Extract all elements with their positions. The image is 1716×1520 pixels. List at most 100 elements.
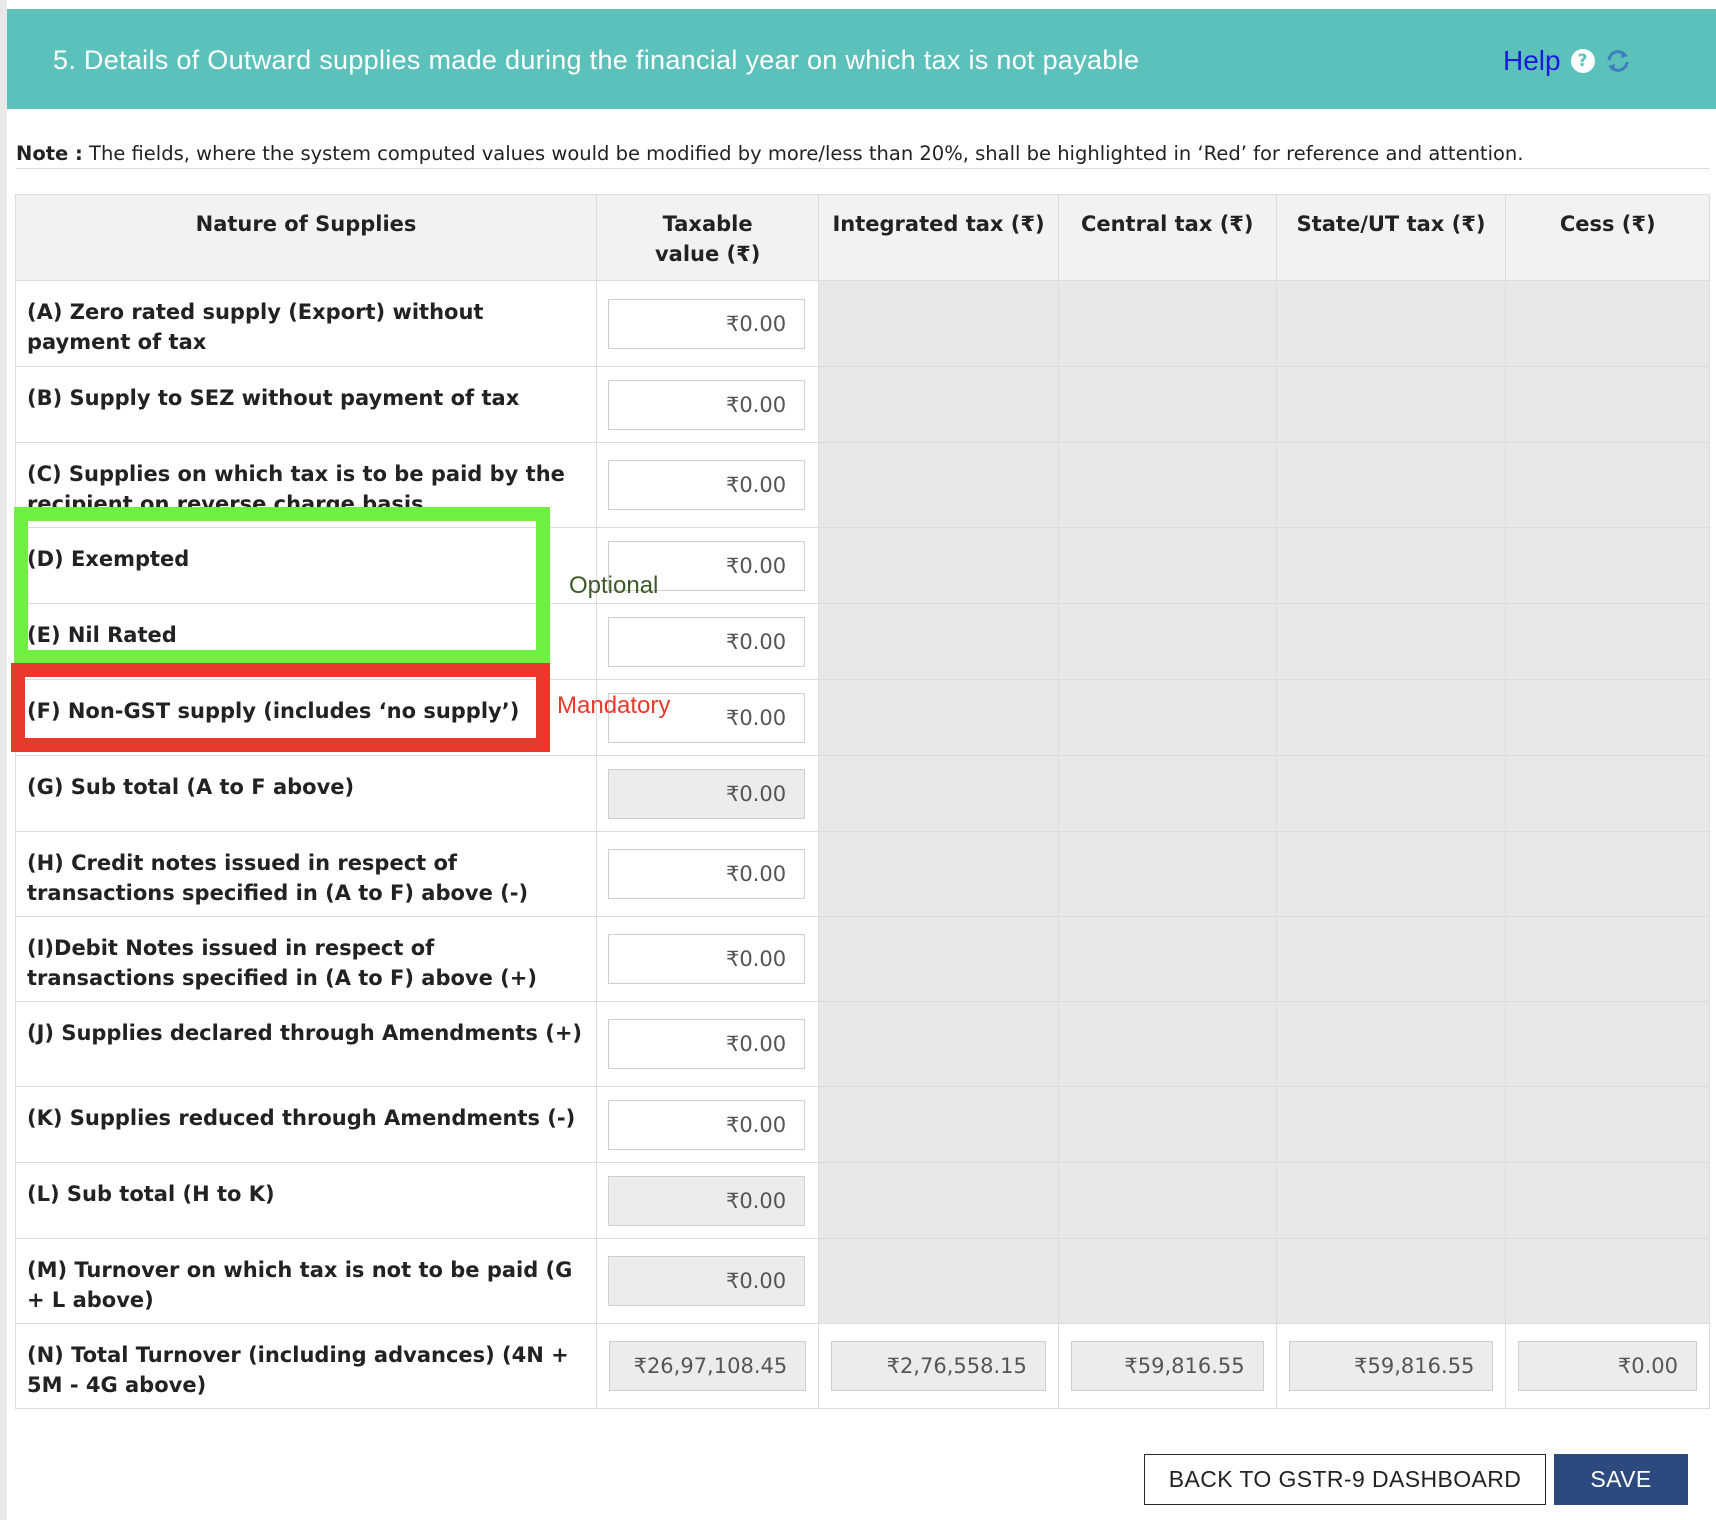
disabled-cell [818, 1162, 1059, 1239]
table-row: (K) Supplies reduced through Amendments … [14, 1086, 1710, 1163]
disabled-cell [1505, 527, 1710, 604]
disabled-cell [818, 916, 1059, 1002]
disabled-cell [1057, 1086, 1277, 1163]
table-row: (L) Sub total (H to K) ₹0.00 [14, 1162, 1710, 1239]
supplies-table: Nature of Supplies Taxable value (₹) Int… [14, 194, 1710, 1409]
disabled-cell [1505, 916, 1710, 1002]
disabled-cell [1505, 442, 1710, 528]
row-label: (E) Nil Rated [14, 603, 598, 680]
row-label: (K) Supplies reduced through Amendments … [14, 1086, 598, 1163]
note-text: The fields, where the system computed va… [82, 142, 1524, 165]
table-row: (A) Zero rated supply (Export) without p… [14, 280, 1710, 367]
section-header: 5. Details of Outward supplies made duri… [7, 9, 1716, 109]
disabled-cell [818, 280, 1059, 367]
subtotal-readonly-field: ₹0.00 [608, 768, 806, 819]
value-cell: ₹0.00 [596, 1162, 820, 1239]
disabled-cell [818, 1238, 1059, 1324]
table-row: (D) Exempted ₹0.00 [14, 527, 1710, 604]
disabled-cell [1275, 280, 1507, 367]
disabled-cell [1275, 603, 1507, 680]
value-cell: ₹0.00 [596, 679, 820, 756]
taxable-value-input[interactable]: ₹0.00 [608, 692, 806, 743]
disabled-cell [1275, 831, 1507, 917]
disabled-cell [1275, 755, 1507, 832]
question-circle-icon[interactable]: ? [1570, 49, 1595, 73]
table-row: (I)Debit Notes issued in respect of tran… [14, 916, 1710, 1002]
row-label: (N) Total Turnover (including advances) … [14, 1323, 598, 1409]
total-cess: ₹0.00 [1518, 1341, 1697, 1391]
total-state-tax: ₹59,816.55 [1288, 1341, 1494, 1391]
taxable-value-input[interactable]: ₹0.00 [608, 298, 806, 349]
disabled-cell [818, 1086, 1059, 1163]
disabled-cell [1057, 527, 1277, 604]
total-state-cell: ₹59,816.55 [1275, 1323, 1507, 1409]
value-cell: ₹0.00 [596, 1238, 820, 1324]
disabled-cell [1275, 1086, 1507, 1163]
disabled-cell [818, 366, 1059, 443]
disabled-cell [1505, 1238, 1710, 1324]
disabled-cell [1505, 1086, 1710, 1163]
help-link[interactable]: Help [1503, 45, 1561, 76]
row-label: (G) Sub total (A to F above) [14, 755, 598, 832]
col-header-nature: Nature of Supplies [14, 194, 598, 281]
row-label: (L) Sub total (H to K) [14, 1162, 598, 1239]
taxable-value-input[interactable]: ₹0.00 [608, 379, 806, 430]
taxable-value-input[interactable]: ₹0.00 [608, 1099, 806, 1150]
disabled-cell [818, 1001, 1059, 1087]
value-cell: ₹0.00 [596, 755, 820, 832]
table-row: (B) Supply to SEZ without payment of tax… [14, 366, 1710, 443]
disabled-cell [818, 527, 1059, 604]
mandatory-annotation: Mandatory [557, 692, 671, 719]
disabled-cell [1057, 442, 1277, 528]
disabled-cell [818, 831, 1059, 917]
disabled-cell [1505, 1162, 1710, 1239]
row-label: (F) Non-GST supply (includes ‘no supply’… [14, 679, 598, 756]
value-cell: ₹0.00 [596, 1001, 820, 1087]
disabled-cell [1057, 679, 1277, 756]
value-cell: ₹0.00 [596, 280, 820, 367]
save-button[interactable]: SAVE [1554, 1454, 1688, 1505]
taxable-value-input[interactable]: ₹0.00 [608, 1019, 806, 1069]
taxable-value-input[interactable]: ₹0.00 [608, 460, 806, 510]
total-integrated-tax: ₹2,76,558.15 [831, 1341, 1046, 1391]
section-title: 5. Details of Outward supplies made duri… [53, 45, 1140, 75]
disabled-cell [1057, 1001, 1277, 1087]
disabled-cell [1275, 1162, 1507, 1239]
col-header-taxable: Taxable value (₹) [596, 194, 820, 281]
disabled-cell [818, 603, 1059, 680]
disabled-cell [818, 679, 1059, 756]
refresh-icon[interactable] [1605, 48, 1631, 74]
table-row: (E) Nil Rated ₹0.00 [14, 603, 1710, 680]
taxable-value-input[interactable]: ₹0.00 [608, 540, 806, 591]
disabled-cell [1505, 280, 1710, 367]
disabled-cell [1505, 366, 1710, 443]
table-row: (M) Turnover on which tax is not to be p… [14, 1238, 1710, 1324]
total-taxable-value: ₹26,97,108.45 [609, 1341, 807, 1391]
col-header-taxable-text: Taxable value (₹) [654, 212, 761, 266]
total-central-cell: ₹59,816.55 [1057, 1323, 1277, 1409]
left-strip [0, 0, 7, 1520]
total-taxable-cell: ₹26,97,108.45 [596, 1323, 820, 1409]
note-prefix: Note : [16, 142, 83, 165]
disabled-cell [1057, 366, 1277, 443]
table-row: (H) Credit notes issued in respect of tr… [14, 831, 1710, 917]
taxable-value-input[interactable]: ₹0.00 [608, 934, 806, 984]
taxable-value-input[interactable]: ₹0.00 [608, 616, 806, 667]
value-cell: ₹0.00 [596, 603, 820, 680]
taxable-value-input[interactable]: ₹0.00 [608, 849, 806, 899]
help-area: Help ? [1503, 45, 1631, 77]
disabled-cell [1505, 1001, 1710, 1087]
value-cell: ₹0.00 [596, 831, 820, 917]
total-row: (N) Total Turnover (including advances) … [14, 1323, 1710, 1409]
col-header-central: Central tax (₹) [1057, 194, 1277, 281]
turnover-readonly-field: ₹0.00 [608, 1256, 806, 1306]
total-central-tax: ₹59,816.55 [1070, 1341, 1264, 1391]
divider [16, 168, 1709, 169]
col-header-cess: Cess (₹) [1505, 194, 1710, 281]
disabled-cell [1275, 527, 1507, 604]
total-cess-cell: ₹0.00 [1505, 1323, 1710, 1409]
disabled-cell [1057, 603, 1277, 680]
note: Note : The fields, where the system comp… [16, 142, 1523, 165]
back-to-dashboard-button[interactable]: BACK TO GSTR-9 DASHBOARD [1144, 1454, 1546, 1505]
value-cell: ₹0.00 [596, 442, 820, 528]
